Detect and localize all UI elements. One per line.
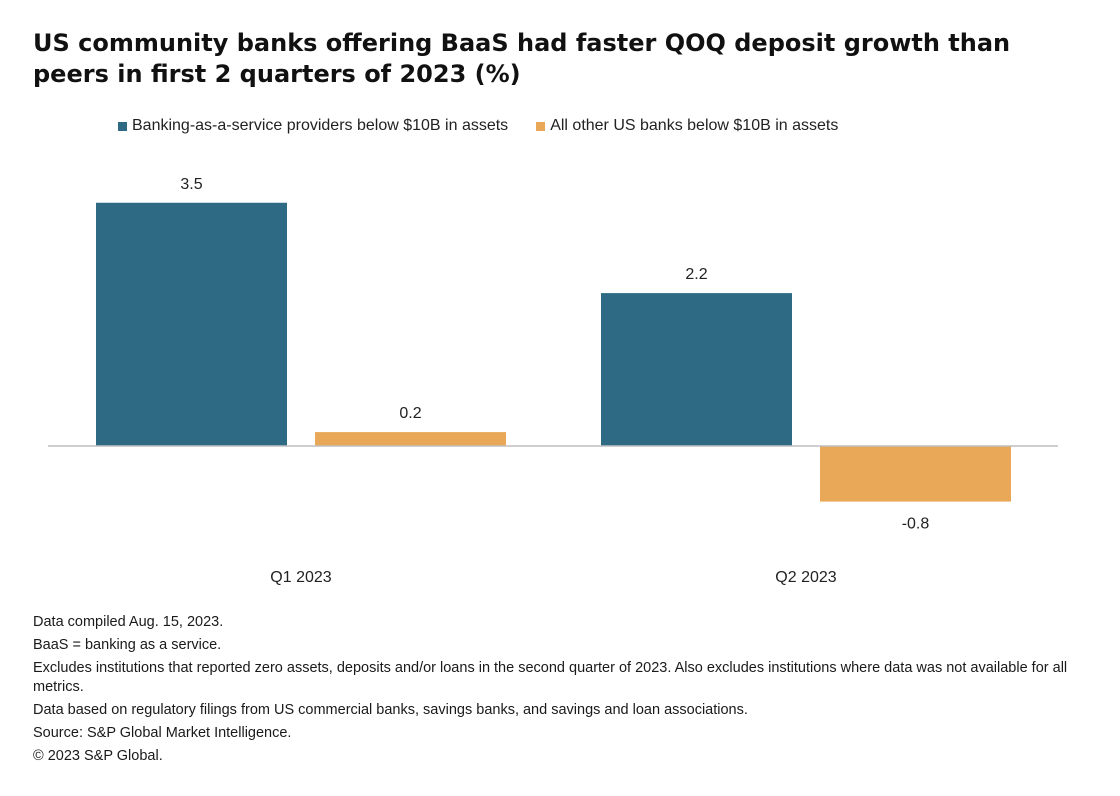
data-labels-group: 3.5 0.2 2.2 -0.8 (180, 176, 929, 533)
data-label-q1-2023-series-1: 3.5 (180, 176, 202, 193)
data-label-q2-2023-series-1: 2.2 (685, 266, 707, 283)
category-label-q2-2023: Q2 2023 (775, 569, 836, 586)
legend-swatch-other (536, 121, 546, 131)
data-label-q2-2023-series-2: -0.8 (902, 516, 930, 533)
note-baas-definition: BaaS = banking as a service. (33, 637, 222, 653)
note-copyright: © 2023 S&P Global. (33, 748, 163, 764)
bar-q2-2023-series-1 (601, 293, 792, 446)
legend-label-other: All other US banks below $10B in assets (550, 117, 839, 134)
bar-q2-2023-series-2 (820, 446, 1011, 502)
note-source: Source: S&P Global Market Intelligence. (33, 725, 292, 741)
note-data-compiled: Data compiled Aug. 15, 2023. (33, 614, 224, 630)
chart-title: US community banks offering BaaS had fas… (33, 29, 1011, 88)
category-labels-group: Q1 2023 Q2 2023 (270, 569, 836, 586)
footnotes: Data compiled Aug. 15, 2023. BaaS = bank… (33, 613, 1093, 770)
bar-chart: 3.5 0.2 2.2 -0.8 Q1 2023 Q2 2023 (48, 176, 1058, 586)
bar-q1-2023-series-2 (315, 432, 506, 446)
data-label-q1-2023-series-2: 0.2 (399, 405, 421, 422)
chart-legend: Banking-as-a-service providers below $10… (118, 117, 866, 135)
legend-swatch-baas (118, 121, 127, 131)
note-data-basis: Data based on regulatory filings from US… (33, 702, 748, 718)
legend-item-other: All other US banks below $10B in assets (536, 117, 838, 135)
legend-item-baas: Banking-as-a-service providers below $10… (118, 117, 508, 135)
category-label-q1-2023: Q1 2023 (270, 569, 331, 586)
bar-q1-2023-series-1 (96, 202, 287, 446)
legend-label-baas: Banking-as-a-service providers below $10… (132, 117, 509, 134)
bars-group (96, 202, 1011, 502)
note-exclusions: Excludes institutions that reported zero… (33, 660, 1068, 695)
